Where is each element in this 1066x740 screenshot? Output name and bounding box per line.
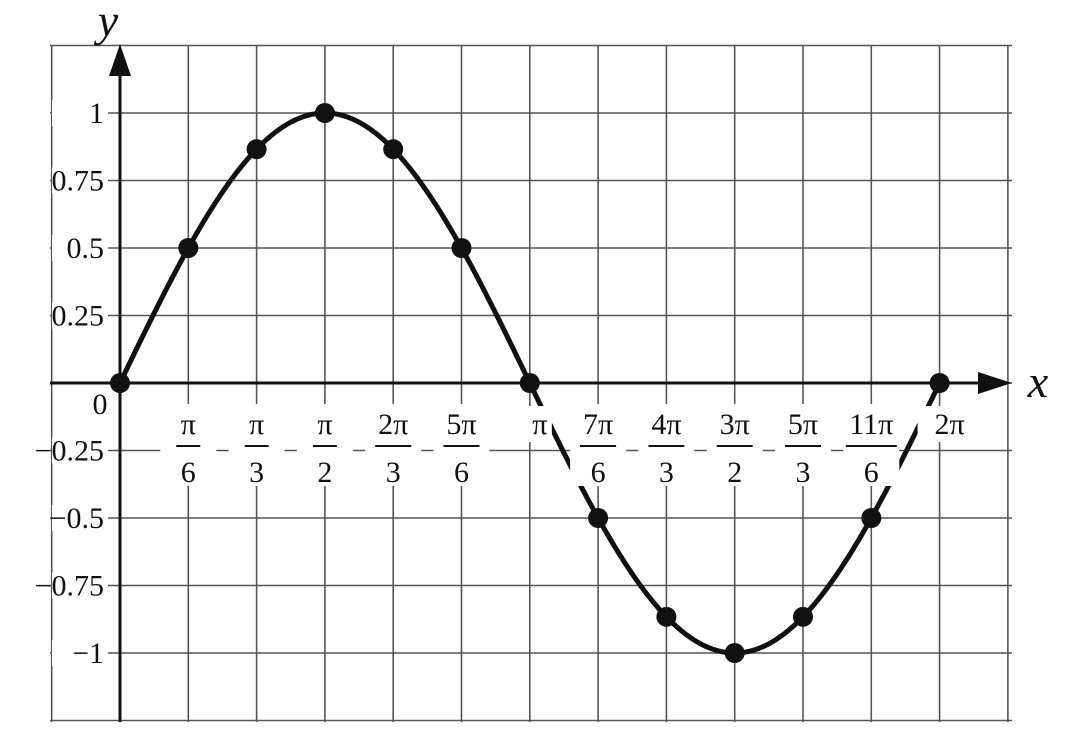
- x-tick-numerator: 2π: [378, 408, 408, 441]
- data-point: [314, 103, 335, 123]
- x-tick-numerator: π: [317, 408, 332, 441]
- x-tick-label: 2π: [935, 408, 965, 441]
- y-tick-label-bg: [52, 167, 108, 194]
- data-point: [383, 139, 404, 160]
- labels-layer: 10.750.50.25−0.25−0.5−0.75−1π6π3π22π35π6…: [35, 0, 1062, 670]
- x-tick-denominator: 3: [249, 456, 264, 489]
- x-axis-title: x: [1027, 356, 1049, 407]
- x-tick-denominator: 3: [386, 456, 401, 489]
- data-point: [451, 238, 472, 258]
- data-point: [588, 508, 609, 528]
- x-tick-denominator: 3: [659, 456, 674, 489]
- x-tick-label: π: [532, 408, 547, 441]
- y-tick-label: −0.5: [50, 502, 104, 535]
- data-point: [656, 606, 677, 627]
- x-tick-numerator: 4π: [651, 408, 681, 441]
- data-point: [519, 373, 540, 393]
- y-tick-label-bg: [52, 235, 108, 261]
- y-tick-label: 0.25: [52, 300, 105, 333]
- y-tick-label: −0.75: [35, 570, 104, 603]
- x-tick-numerator: 5π: [788, 408, 818, 441]
- data-point: [724, 643, 745, 663]
- y-tick-label: −1: [72, 637, 104, 670]
- y-tick-label: −0.25: [35, 435, 104, 468]
- x-tick-denominator: 6: [181, 456, 196, 489]
- y-axis-arrow: [109, 44, 131, 76]
- x-tick-denominator: 6: [454, 456, 469, 489]
- x-tick-label-bg: [917, 406, 962, 442]
- x-tick-numerator: π: [181, 408, 196, 441]
- data-point: [793, 606, 814, 627]
- x-axis-title-bg: [1016, 360, 1062, 406]
- x-axis-arrow: [978, 372, 1012, 394]
- y-tick-label: 0.5: [67, 232, 105, 265]
- x-tick-numerator: 3π: [720, 408, 750, 441]
- points-layer: [110, 103, 950, 663]
- origin-label: 0: [93, 388, 108, 421]
- y-tick-label-bg: [52, 572, 108, 599]
- y-axis-title: y: [94, 0, 119, 46]
- x-tick-denominator: 6: [591, 456, 606, 489]
- data-point: [861, 508, 882, 528]
- x-tick-denominator: 3: [796, 456, 811, 489]
- x-tick-numerator: 5π: [446, 408, 476, 441]
- x-tick-denominator: 2: [317, 456, 332, 489]
- y-axis-title-bg: [90, 4, 130, 42]
- x-tick-numerator: π: [249, 408, 264, 441]
- y-tick-label-bg: [52, 505, 108, 531]
- data-point: [110, 373, 130, 393]
- y-tick-label-bg: [52, 302, 108, 329]
- y-tick-label: 0.75: [52, 165, 105, 198]
- x-tick-denominator: 6: [864, 456, 879, 489]
- data-point: [246, 139, 267, 160]
- y-tick-label-bg: [52, 100, 108, 126]
- y-tick-label: 1: [89, 97, 104, 130]
- data-point: [929, 373, 950, 393]
- y-tick-label-bg: [52, 640, 108, 666]
- x-tick-numerator: 7π: [583, 408, 613, 441]
- data-point: [178, 238, 199, 258]
- x-tick-label-bg: [507, 406, 552, 442]
- x-tick-denominator: 2: [727, 456, 742, 489]
- y-tick-label-bg: [52, 437, 108, 464]
- x-tick-numerator: 11π: [849, 408, 893, 441]
